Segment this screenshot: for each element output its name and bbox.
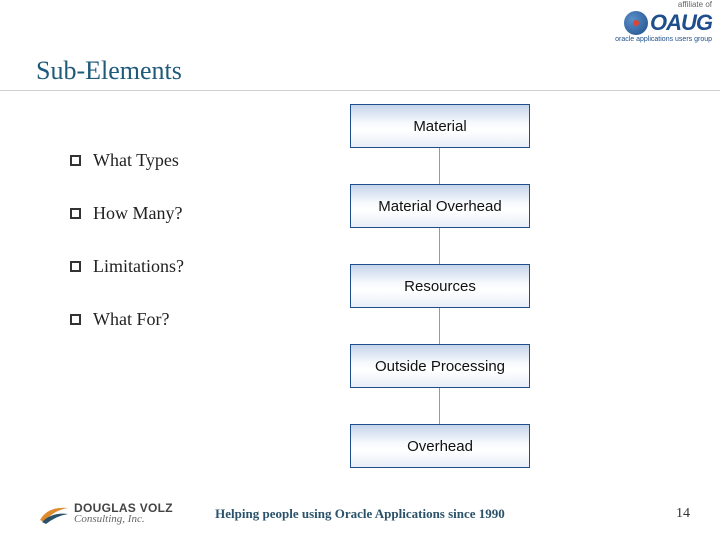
bullet-label: What Types [93,150,179,171]
bullet-item: How Many? [70,203,184,224]
bullet-label: What For? [93,309,169,330]
bullet-item: What Types [70,150,184,171]
square-bullet-icon [70,155,81,166]
square-bullet-icon [70,314,81,325]
oaug-logo: affiliate of OAUG oracle applications us… [615,0,712,43]
page-number: 14 [676,506,690,522]
title-underline [0,90,720,91]
box-label: Overhead [407,438,473,455]
bullet-item: What For? [70,309,184,330]
box-label: Material [413,118,466,135]
square-bullet-icon [70,208,81,219]
box-connector [439,388,440,424]
box-label: Material Overhead [378,198,501,215]
box-label: Resources [404,278,476,295]
oaug-brand-text: OAUG [650,10,712,36]
bullet-item: Limitations? [70,256,184,277]
box-connector [439,148,440,184]
diagram-box-overhead: Overhead [350,424,530,468]
oaug-affiliate-label: affiliate of [615,0,712,9]
footer-tagline: Helping people using Oracle Applications… [0,506,720,522]
box-connector [439,228,440,264]
oaug-brand-row: OAUG [615,10,712,36]
diagram-box-resources: Resources [350,264,530,308]
bullet-label: Limitations? [93,256,184,277]
oaug-globe-icon [624,11,648,35]
slide-title: Sub-Elements [36,56,182,86]
box-label: Outside Processing [375,358,505,375]
diagram-box-material-overhead: Material Overhead [350,184,530,228]
diagram-box-material: Material [350,104,530,148]
diagram-box-outside-processing: Outside Processing [350,344,530,388]
square-bullet-icon [70,261,81,272]
box-connector [439,308,440,344]
bullet-label: How Many? [93,203,182,224]
bullet-list: What Types How Many? Limitations? What F… [70,150,184,362]
oaug-subtitle: oracle applications users group [615,36,712,43]
